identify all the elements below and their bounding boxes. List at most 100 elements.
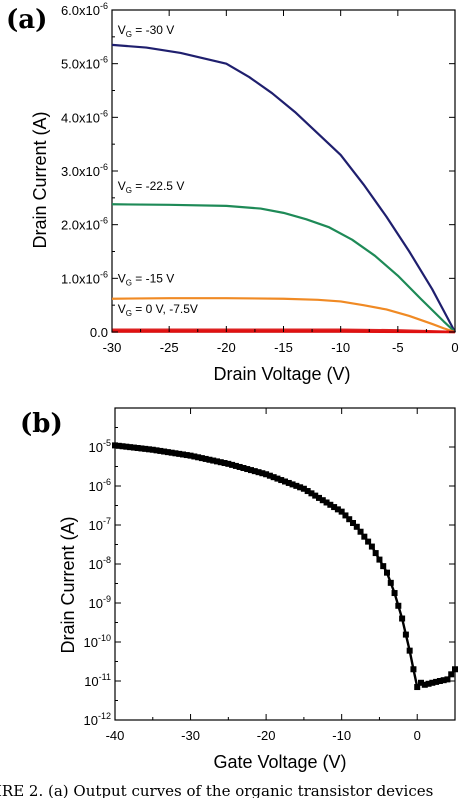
data-point-b <box>217 459 224 466</box>
data-point-b <box>123 443 130 450</box>
data-point-b <box>387 579 394 586</box>
data-point-b <box>263 471 270 478</box>
x-tick-label-b: -30 <box>181 728 200 743</box>
y-tick-label-b: 10-11 <box>84 672 111 689</box>
data-point-b <box>142 445 149 452</box>
data-point-b <box>270 474 277 481</box>
data-point-b <box>285 479 292 486</box>
data-point-b <box>414 684 421 691</box>
data-point-b <box>278 477 285 484</box>
chart-b: (b) -40 -30 -20 -10 0 10-5 10-6 10-7 10-8 10-9 10-… <box>20 407 458 772</box>
data-point-b <box>115 442 122 449</box>
series-a-0 <box>111 43 456 333</box>
x-tick-label-a: -10 <box>331 340 350 355</box>
data-point-b <box>346 516 353 523</box>
y-axis-title-b: Drain Current (A) <box>58 516 78 653</box>
annotation-vg: VG = 0 V, -7.5V <box>118 302 198 318</box>
data-point-b <box>240 465 247 472</box>
data-point-b <box>316 494 322 501</box>
series-a-2 <box>111 297 456 334</box>
data-point-b <box>138 445 145 452</box>
y-tick-label-a: 1.0x10-6 <box>61 269 108 286</box>
data-point-b <box>433 678 440 685</box>
data-point-b <box>350 519 356 526</box>
data-point-b <box>153 447 160 454</box>
data-point-b <box>266 472 273 479</box>
panel-label-a: (a) <box>6 5 47 35</box>
data-point-b <box>440 677 447 684</box>
y-tick-label-b: 10-12 <box>84 711 111 728</box>
x-tick-label-a: -5 <box>392 340 404 355</box>
data-point-b <box>376 556 383 563</box>
y-tick-label-a: 0.0 <box>90 325 108 340</box>
data-point-b <box>331 504 338 511</box>
data-point-b <box>406 647 413 654</box>
data-point-b <box>365 538 372 545</box>
x-tick-label-b: -40 <box>106 728 125 743</box>
data-point-b <box>308 490 315 497</box>
data-point-b <box>112 442 118 449</box>
data-point-b <box>342 512 349 519</box>
data-point-b <box>361 533 368 540</box>
data-point-b <box>130 444 137 451</box>
y-tick-label-b: 10-8 <box>89 555 111 572</box>
data-point-b <box>225 460 232 467</box>
y-tick-label-b: 10-9 <box>89 594 111 611</box>
data-point-b <box>244 466 251 473</box>
data-point-b <box>146 446 152 453</box>
data-point-b <box>214 458 220 465</box>
x-tick-label-b: -10 <box>332 728 351 743</box>
data-point-b <box>191 453 198 460</box>
data-point-b <box>323 499 330 506</box>
series-a-1 <box>111 203 456 333</box>
data-point-b <box>134 445 141 452</box>
chart-a: (a) -30 -25 -20 -15 -10 -5 0 0.0 1.0x10-6 2.0x10-… <box>6 1 459 384</box>
data-point-b <box>304 488 311 495</box>
y-tick-label-a: 3.0x10-6 <box>61 162 108 179</box>
data-point-b <box>180 451 186 458</box>
data-point-b <box>232 462 239 469</box>
data-point-b <box>436 678 443 684</box>
data-point-b <box>452 666 458 673</box>
annotation-vg: VG = -30 V <box>118 23 175 39</box>
data-point-b <box>282 478 288 485</box>
x-tick-label-a: -30 <box>103 340 122 355</box>
data-point-b <box>391 590 398 597</box>
data-point-b <box>198 455 205 462</box>
data-point-b <box>183 452 190 459</box>
data-point-b <box>251 468 258 475</box>
data-point-b <box>368 543 375 550</box>
data-point-b <box>202 455 209 462</box>
panel-label-b: (b) <box>20 409 63 439</box>
data-point-b <box>149 446 156 453</box>
data-point-b <box>380 563 387 570</box>
data-point-b <box>410 666 417 673</box>
data-point-b <box>429 679 436 686</box>
data-point-b <box>399 615 406 622</box>
data-point-b <box>372 550 379 557</box>
y-tick-label-a: 2.0x10-6 <box>61 216 108 233</box>
annotation-vg: VG = -15 V <box>118 272 175 288</box>
x-tick-label-a: 0 <box>451 340 458 355</box>
data-point-b <box>425 680 432 687</box>
data-point-b <box>210 457 217 464</box>
data-point-b <box>327 501 334 508</box>
x-tick-label-b: -20 <box>257 728 276 743</box>
x-tick-label-b: 0 <box>414 728 421 743</box>
data-point-b <box>164 449 171 456</box>
data-point-b <box>172 450 179 457</box>
data-point-b <box>259 470 266 477</box>
data-point-b <box>357 528 364 535</box>
data-point-b <box>289 481 296 488</box>
x-tick-label-a: -20 <box>217 340 236 355</box>
data-point-b <box>157 447 164 454</box>
data-point-b <box>274 475 281 482</box>
data-point-b <box>119 443 126 450</box>
y-tick-label-b: 10-5 <box>89 438 111 455</box>
data-point-b <box>338 508 345 515</box>
annotation-vg: VG = -22.5 V <box>118 179 185 195</box>
y-tick-label-a: 5.0x10-6 <box>61 55 108 72</box>
data-point-b <box>229 461 236 468</box>
data-point-b <box>176 450 183 457</box>
